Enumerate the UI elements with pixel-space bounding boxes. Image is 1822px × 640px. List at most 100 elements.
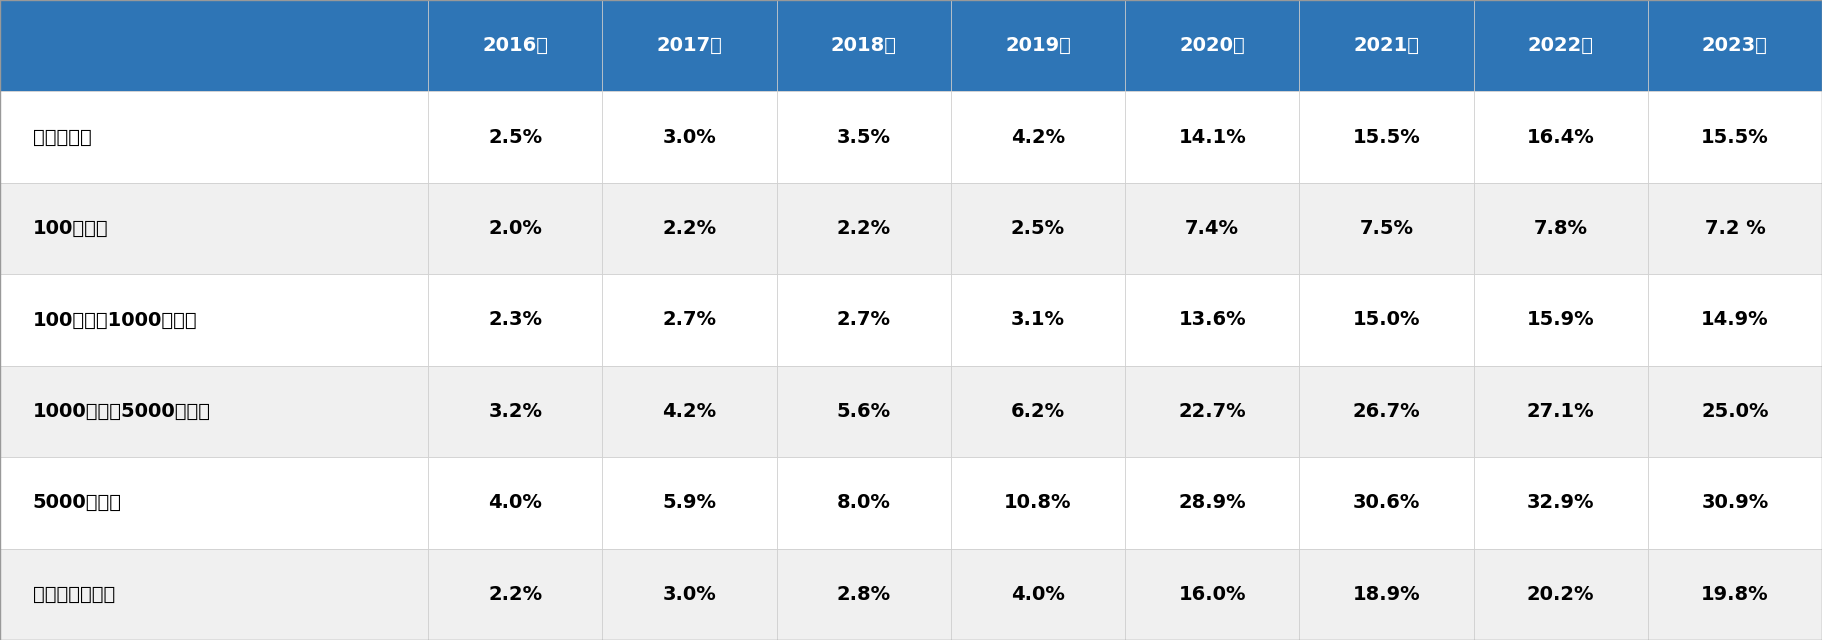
Bar — [428, 275, 603, 365]
Text: 7.4%: 7.4% — [1184, 219, 1239, 238]
Bar — [1299, 92, 1474, 183]
Text: 2.2%: 2.2% — [663, 219, 716, 238]
Bar — [428, 0, 603, 92]
Text: 3.2%: 3.2% — [488, 402, 543, 421]
Bar — [1647, 0, 1822, 92]
Text: 2016年: 2016年 — [483, 36, 548, 55]
Bar — [428, 183, 603, 275]
Text: 2.2%: 2.2% — [836, 219, 891, 238]
Text: 雇用者・計: 雇用者・計 — [33, 127, 91, 147]
Text: 25.0%: 25.0% — [1702, 402, 1769, 421]
Text: 3.0%: 3.0% — [663, 585, 716, 604]
Bar — [428, 548, 603, 640]
Text: 26.7%: 26.7% — [1352, 402, 1419, 421]
Text: 15.9%: 15.9% — [1527, 310, 1594, 330]
Text: 13.6%: 13.6% — [1179, 310, 1246, 330]
Text: 30.9%: 30.9% — [1702, 493, 1769, 513]
Text: 100人未満: 100人未満 — [33, 219, 109, 238]
Text: 8.0%: 8.0% — [836, 493, 891, 513]
Bar — [1299, 365, 1474, 457]
Bar — [1474, 0, 1647, 92]
Bar — [603, 275, 776, 365]
Bar — [1299, 0, 1474, 92]
Bar — [603, 183, 776, 275]
Bar — [0, 0, 428, 92]
Bar — [1647, 457, 1822, 548]
Text: 2.7%: 2.7% — [836, 310, 891, 330]
Text: 18.9%: 18.9% — [1352, 585, 1419, 604]
Text: 22.7%: 22.7% — [1179, 402, 1246, 421]
Bar — [776, 0, 951, 92]
Text: 7.5%: 7.5% — [1359, 219, 1414, 238]
Text: 2018年: 2018年 — [831, 36, 896, 55]
Text: 14.9%: 14.9% — [1702, 310, 1769, 330]
Bar — [1124, 365, 1299, 457]
Text: 4.2%: 4.2% — [1011, 127, 1066, 147]
Text: 2.7%: 2.7% — [663, 310, 716, 330]
Text: 2.8%: 2.8% — [836, 585, 891, 604]
Bar — [1474, 92, 1647, 183]
Text: 2.2%: 2.2% — [488, 585, 543, 604]
Bar — [1474, 183, 1647, 275]
Text: 2.3%: 2.3% — [488, 310, 543, 330]
Bar — [951, 0, 1124, 92]
Text: 1000人以上5000人未満: 1000人以上5000人未満 — [33, 402, 211, 421]
Text: 20.2%: 20.2% — [1527, 585, 1594, 604]
Text: 19.8%: 19.8% — [1702, 585, 1769, 604]
Bar — [1647, 365, 1822, 457]
Bar — [1647, 275, 1822, 365]
Bar — [776, 365, 951, 457]
Bar — [1124, 92, 1299, 183]
Bar — [1474, 365, 1647, 457]
Bar — [1299, 275, 1474, 365]
Bar — [1474, 275, 1647, 365]
Text: 2.5%: 2.5% — [488, 127, 543, 147]
Bar — [0, 275, 428, 365]
Bar — [951, 92, 1124, 183]
Bar — [1299, 183, 1474, 275]
Text: 16.4%: 16.4% — [1527, 127, 1594, 147]
Text: 3.5%: 3.5% — [836, 127, 891, 147]
Text: 100人以上1000人未満: 100人以上1000人未満 — [33, 310, 197, 330]
Bar — [951, 183, 1124, 275]
Text: 4.0%: 4.0% — [488, 493, 543, 513]
Bar — [0, 92, 428, 183]
Bar — [428, 457, 603, 548]
Text: 2017年: 2017年 — [656, 36, 723, 55]
Bar — [603, 0, 776, 92]
Text: 15.5%: 15.5% — [1702, 127, 1769, 147]
Text: 16.0%: 16.0% — [1179, 585, 1246, 604]
Bar — [428, 365, 603, 457]
Bar — [603, 457, 776, 548]
Text: 2023年: 2023年 — [1702, 36, 1767, 55]
Bar — [0, 548, 428, 640]
Bar — [428, 92, 603, 183]
Text: 3.1%: 3.1% — [1011, 310, 1066, 330]
Text: 2020年: 2020年 — [1179, 36, 1244, 55]
Bar — [776, 92, 951, 183]
Bar — [1474, 548, 1647, 640]
Text: 27.1%: 27.1% — [1527, 402, 1594, 421]
Text: 2021年: 2021年 — [1354, 36, 1419, 55]
Text: 2.0%: 2.0% — [488, 219, 543, 238]
Bar — [776, 548, 951, 640]
Bar — [951, 365, 1124, 457]
Bar — [951, 275, 1124, 365]
Bar — [1124, 183, 1299, 275]
Text: 2.5%: 2.5% — [1011, 219, 1066, 238]
Bar — [603, 92, 776, 183]
Bar — [0, 183, 428, 275]
Bar — [603, 365, 776, 457]
Bar — [776, 457, 951, 548]
Text: 5.6%: 5.6% — [836, 402, 891, 421]
Text: 15.5%: 15.5% — [1352, 127, 1421, 147]
Bar — [1124, 0, 1299, 92]
Bar — [1474, 457, 1647, 548]
Bar — [0, 457, 428, 548]
Text: 5.9%: 5.9% — [663, 493, 716, 513]
Bar — [776, 275, 951, 365]
Bar — [1124, 457, 1299, 548]
Bar — [1647, 92, 1822, 183]
Text: 2019年: 2019年 — [1006, 36, 1071, 55]
Bar — [0, 365, 428, 457]
